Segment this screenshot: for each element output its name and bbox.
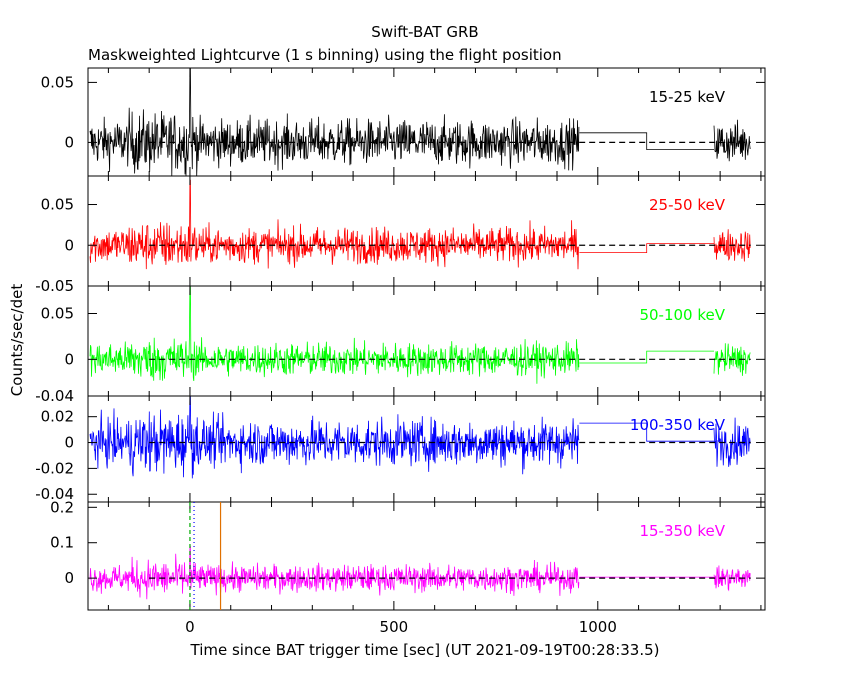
- y-tick-label-1-2: 0.05: [41, 196, 74, 214]
- y-tick-label-1-1: 0: [64, 236, 74, 254]
- panel-3: -0.04 -0.02 0 0.02 100-350 keV: [35, 395, 766, 503]
- panel-1: -0.05 0 0.05 25-50 keV: [35, 175, 766, 295]
- y-axis-label: Counts/sec/det: [8, 284, 26, 397]
- y-tick-label-2-1: 0: [64, 350, 74, 368]
- y-tick-label-1-0: -0.05: [35, 277, 74, 295]
- panel-0: 0 0.05 15-25 keV: [41, 67, 766, 177]
- y-tick-label-3-3: 0.02: [41, 408, 74, 426]
- band-label-3: 100-350 keV: [630, 416, 726, 434]
- series-line-1: [89, 179, 751, 270]
- y-tick-label-2-0: -0.04: [35, 387, 74, 405]
- panel-frame-4: [87, 501, 766, 611]
- series-line-0: [89, 67, 751, 177]
- chart-title: Swift-BAT GRB: [371, 23, 478, 41]
- x-axis-label: Time since BAT trigger time [sec] (UT 20…: [190, 641, 660, 659]
- y-tick-label-4-0: 0: [64, 569, 74, 587]
- y-tick-label-3-2: 0: [64, 434, 74, 452]
- panel-2: -0.04 0 0.05 50-100 keV: [35, 285, 766, 405]
- band-label-0: 15-25 keV: [649, 88, 726, 106]
- y-tick-label-4-2: 0.2: [50, 498, 74, 516]
- y-tick-label-4-1: 0.1: [50, 534, 74, 552]
- series-line-3: [89, 395, 751, 479]
- y-tick-label-3-0: -0.04: [35, 485, 74, 503]
- x-tick-label-0: 0: [185, 618, 195, 636]
- y-tick-label-3-1: -0.02: [35, 459, 74, 477]
- series-line-2: [89, 285, 751, 384]
- y-tick-label-2-2: 0.05: [41, 305, 74, 323]
- y-tick-label-0-0: 0: [64, 133, 74, 151]
- series-line-4: [89, 545, 751, 600]
- band-label-4: 15-350 keV: [639, 522, 725, 540]
- band-label-2: 50-100 keV: [639, 306, 725, 324]
- x-tick-label-1: 500: [380, 618, 409, 636]
- x-tick-label-2: 1000: [579, 618, 617, 636]
- band-label-1: 25-50 keV: [649, 196, 726, 214]
- y-tick-label-0-1: 0.05: [41, 73, 74, 91]
- panel-4: 0 0.1 0.2 15-350 keV: [50, 498, 766, 611]
- chart-subtitle: Maskweighted Lightcurve (1 s binning) us…: [88, 46, 562, 64]
